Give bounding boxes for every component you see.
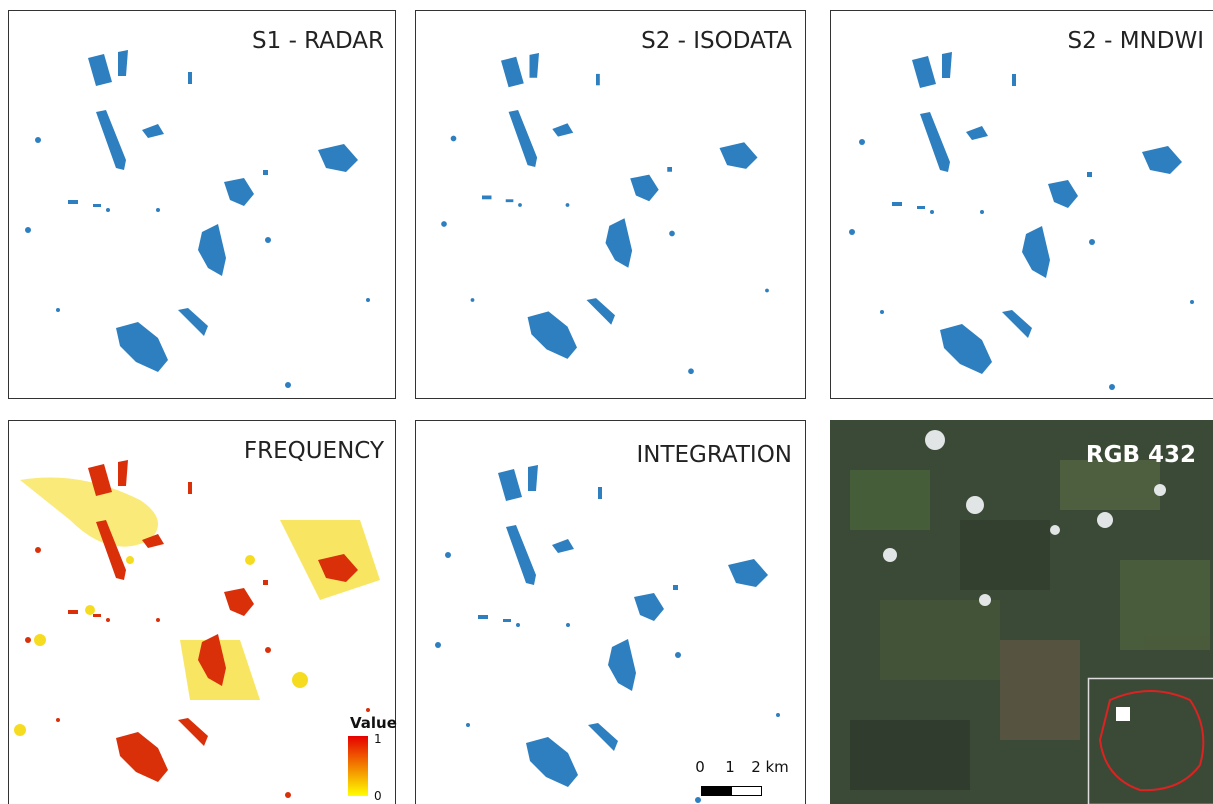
panel-title: S2 - ISODATA bbox=[641, 28, 792, 54]
figure: S1 - RADAR S2 - ISODATA S2 - MNDWI FREQU… bbox=[0, 0, 1213, 804]
scale-label: 0 bbox=[695, 758, 705, 776]
panel-radar: S1 - RADAR bbox=[9, 11, 396, 399]
legend-title: Value bbox=[350, 714, 397, 732]
panel-mndwi: S2 - MNDWI bbox=[831, 11, 1213, 399]
legend-max: 1 bbox=[374, 732, 382, 746]
panel-frequency: FREQUENCY Value 1 0 bbox=[9, 421, 397, 804]
panel-integration: INTEGRATION 0 1 2 km bbox=[416, 421, 806, 804]
inset-marker bbox=[1116, 707, 1130, 721]
panel-title: RGB 432 bbox=[1086, 442, 1196, 468]
scale-label: 1 bbox=[725, 758, 735, 776]
panel-title: INTEGRATION bbox=[636, 442, 792, 468]
scale-label: 2 km bbox=[751, 758, 789, 776]
panel-isodata: S2 - ISODATA bbox=[416, 11, 806, 399]
panel-title: S1 - RADAR bbox=[252, 28, 384, 54]
panel-rgb: RGB 432 bbox=[830, 420, 1213, 804]
legend-ramp bbox=[348, 736, 368, 796]
panel-title: FREQUENCY bbox=[244, 438, 385, 464]
scale-bar bbox=[732, 787, 762, 796]
scale-bar bbox=[701, 786, 731, 796]
legend-min: 0 bbox=[374, 789, 382, 803]
panel-title: S2 - MNDWI bbox=[1068, 28, 1204, 54]
